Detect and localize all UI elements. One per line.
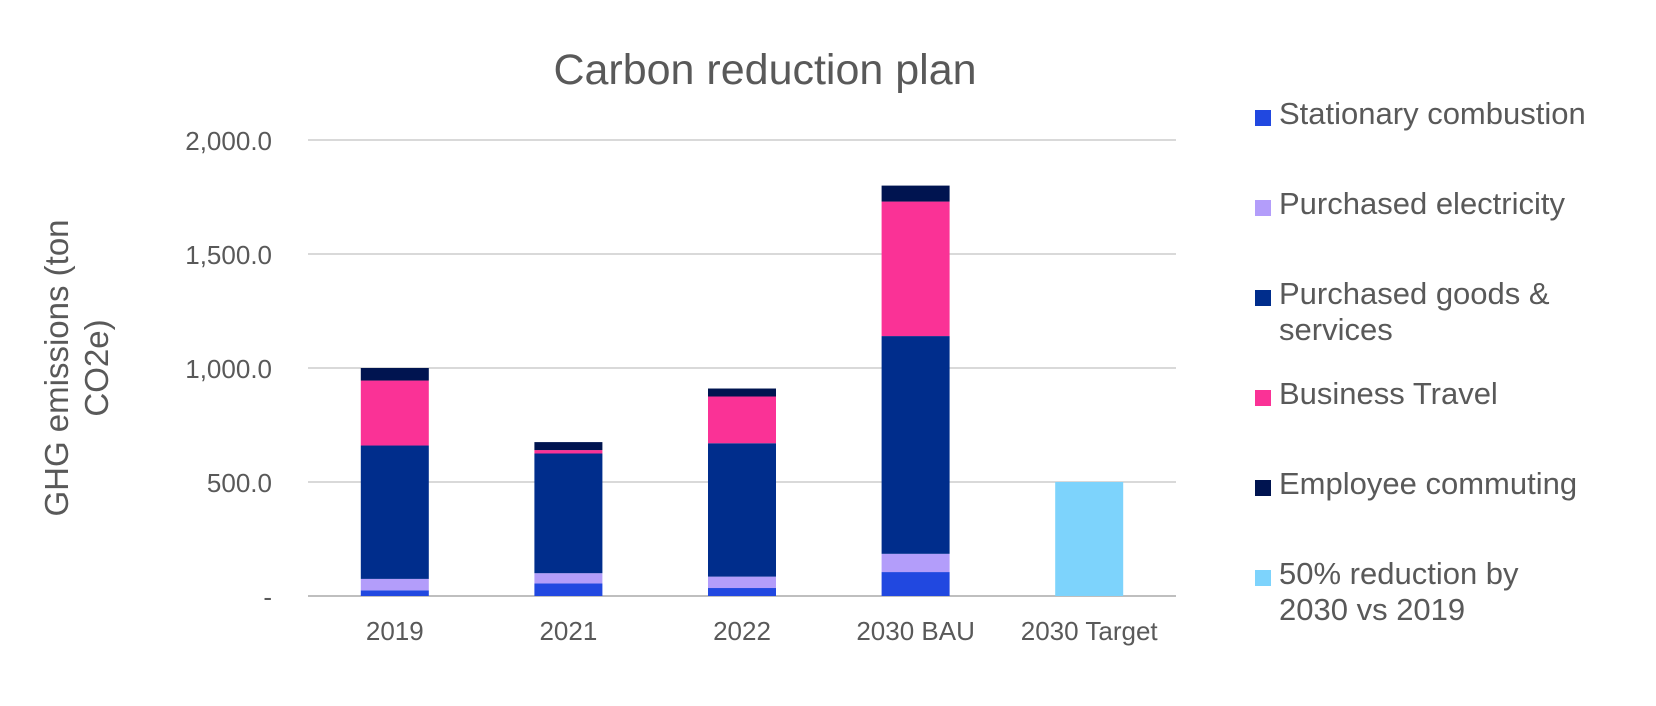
- bars-layer: [360, 185, 1124, 596]
- x-tick-label: 2030 BAU: [856, 616, 975, 646]
- bar-segment-3-1: [881, 553, 950, 573]
- bar-segment-2-2: [708, 443, 776, 577]
- legend-swatch: [1255, 570, 1271, 586]
- ticks-layer: - 500.0 1,000.0 1,500.0 2,000.0 2019 2021 2022 2…: [185, 126, 1158, 646]
- bar-segment-2-3: [708, 396, 776, 444]
- legend-label: Stationary combustion: [1279, 96, 1586, 131]
- x-tick-label: 2019: [366, 616, 424, 646]
- bar-segment-3-4: [881, 185, 950, 202]
- legend-item: Stationary combustion: [1255, 96, 1586, 132]
- bar-segment-4-5: [1055, 482, 1124, 596]
- bar-segment-0-1: [360, 578, 429, 591]
- bar-segment-3-2: [881, 336, 950, 554]
- legend-label: Employee commuting: [1279, 466, 1578, 501]
- legend-label: Business Travel: [1279, 376, 1498, 411]
- y-tick-label: -: [263, 582, 272, 612]
- x-tick-label: 2021: [539, 616, 597, 646]
- bar-segment-1-2: [534, 453, 603, 574]
- legend-swatch: [1255, 390, 1271, 406]
- legend-swatch: [1255, 200, 1271, 216]
- bar-segment-1-3: [534, 450, 603, 454]
- legend-label: Purchased goods & services: [1279, 276, 1550, 347]
- grid-layer: [308, 139, 1176, 597]
- legend-item: Employee commuting: [1255, 466, 1577, 502]
- bar-segment-2-4: [708, 388, 776, 397]
- x-tick-label: 2022: [713, 616, 771, 646]
- bar-segment-3-3: [881, 201, 950, 337]
- bar-segment-0-0: [360, 590, 429, 596]
- legend-item: 50% reduction by 2030 vs 2019: [1255, 556, 1549, 628]
- bar-segment-0-4: [360, 368, 429, 381]
- legend-label: 50% reduction by 2030 vs 2019: [1279, 556, 1519, 627]
- y-tick-label: 1,000.0: [185, 354, 272, 384]
- legend-swatch: [1255, 480, 1271, 496]
- legend-item: Purchased electricity: [1255, 186, 1565, 222]
- bar-segment-1-0: [534, 583, 603, 596]
- y-tick-label: 500.0: [207, 468, 272, 498]
- y-tick-label: 2,000.0: [185, 126, 272, 156]
- x-tick-label: 2030 Target: [1021, 616, 1159, 646]
- bar-segment-1-4: [534, 442, 603, 451]
- y-axis-label: GHG emissions (tonCO2e): [38, 219, 115, 516]
- bar-segment-0-2: [360, 445, 429, 579]
- bar-segment-0-3: [360, 380, 429, 446]
- bar-segment-2-0: [708, 588, 776, 596]
- chart-title: Carbon reduction plan: [553, 46, 976, 94]
- bar-segment-1-1: [534, 573, 603, 584]
- legend-swatch: [1255, 110, 1271, 126]
- bar-segment-2-1: [708, 576, 776, 589]
- legend-label: Purchased electricity: [1279, 186, 1566, 221]
- y-tick-label: 1,500.0: [185, 240, 272, 270]
- legend-swatch: [1255, 290, 1271, 306]
- bar-segment-3-0: [881, 572, 950, 596]
- legend-item: Purchased goods & services: [1255, 276, 1609, 348]
- legend-item: Business Travel: [1255, 376, 1498, 412]
